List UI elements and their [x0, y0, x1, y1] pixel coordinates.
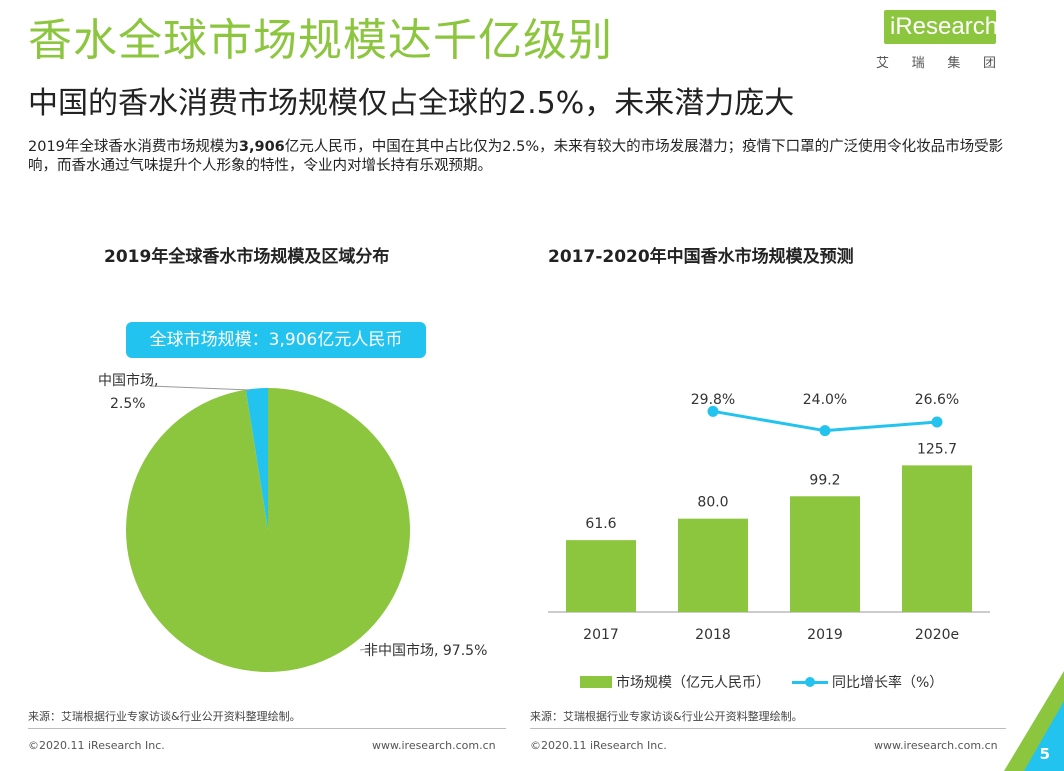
right-footer-website: www.iresearch.com.cn: [874, 739, 998, 752]
right-source-note: 来源：艾瑞根据行业专家访谈&行业公开资料整理绘制。: [530, 710, 803, 723]
bar-value-label: 61.6: [585, 516, 616, 532]
bar-value-label: 125.7: [917, 441, 957, 457]
description-part2: 亿元人民币，中国在其中占比仅为2.5%，未来有较大的市场发展潜力；疫情下口罩的广…: [28, 139, 1004, 174]
logo-subtext: 艾 瑞 集 团: [872, 52, 1000, 71]
logo-char: 艾: [876, 56, 890, 71]
pie-chart-title: 2019年全球香水市场规模及区域分布: [104, 247, 390, 267]
description-paragraph: 2019年全球香水消费市场规模为3,906亿元人民币，中国在其中占比仅为2.5%…: [28, 138, 1018, 176]
bar-2017: [566, 540, 636, 612]
left-footer-website: www.iresearch.com.cn: [372, 739, 496, 752]
description-bold-value: 3,906: [238, 139, 285, 155]
growth-point: [707, 405, 719, 417]
x-tick-label: 2017: [583, 627, 619, 643]
growth-value-label: 29.8%: [691, 392, 735, 408]
growth-point: [819, 425, 831, 437]
iresearch-logo: iResearch 艾 瑞 集 团: [872, 10, 1000, 71]
description-part1: 2019年全球香水消费市场规模为: [28, 139, 239, 155]
growth-value-label: 24.0%: [803, 392, 847, 408]
logo-char: 瑞: [911, 56, 925, 71]
bar-2020e: [902, 465, 972, 612]
growth-value-label: 26.6%: [915, 392, 959, 408]
chart-legend: 市场规模（亿元人民币） 同比增长率（%）: [580, 672, 943, 692]
page-subtitle: 中国的香水消费市场规模仅占全球的2.5%，未来潜力庞大: [28, 86, 795, 121]
pie-label-china: 中国市场,: [98, 373, 159, 389]
leader-line-non-china: [359, 647, 373, 651]
page-number: 5: [1039, 745, 1050, 763]
left-source-note: 来源：艾瑞根据行业专家访谈&行业公开资料整理绘制。: [28, 710, 301, 723]
logo-char: 集: [947, 56, 961, 71]
growth-point: [931, 416, 943, 428]
bar-2019: [790, 496, 860, 612]
global-market-badge: 全球市场规模：3,906亿元人民币: [126, 322, 426, 358]
bar-chart-title: 2017-2020年中国香水市场规模及预测: [548, 247, 854, 267]
x-tick-label: 2018: [695, 627, 731, 643]
legend-bar-swatch: [580, 676, 612, 688]
legend-line-swatch: [792, 676, 828, 688]
bar-line-chart: 61.6 2017 80.0 2018 99.2 2019 125.7 2020e 29.8% 2…: [548, 392, 990, 643]
logo-text: iResearch: [884, 10, 998, 44]
left-footer-divider: [28, 728, 506, 729]
legend-line-label: 同比增长率（%）: [832, 675, 944, 691]
bar-value-label: 99.2: [809, 472, 840, 488]
pie-slice-china: [245, 388, 268, 530]
pie-label-non-china: 非中国市场, 97.5%: [364, 643, 488, 659]
x-tick-label: 2019: [807, 627, 843, 643]
x-tick-label: 2020e: [915, 627, 959, 643]
leader-line-china: [149, 385, 251, 391]
left-footer-copyright: ©2020.11 iResearch Inc.: [28, 739, 165, 752]
right-footer-copyright: ©2020.11 iResearch Inc.: [530, 739, 667, 752]
logo-char: 团: [982, 56, 996, 71]
corner-decoration: [1004, 671, 1064, 771]
pie-label-china-value: 2.5%: [110, 396, 146, 412]
pie-slice-non-china: [125, 388, 410, 672]
page-title: 香水全球市场规模达千亿级别: [28, 15, 613, 66]
bar-2018: [678, 518, 748, 612]
legend-bar-label: 市场规模（亿元人民币）: [616, 675, 770, 691]
right-footer-divider: [530, 728, 1006, 729]
bar-value-label: 80.0: [697, 495, 728, 511]
pie-chart: [125, 385, 410, 672]
